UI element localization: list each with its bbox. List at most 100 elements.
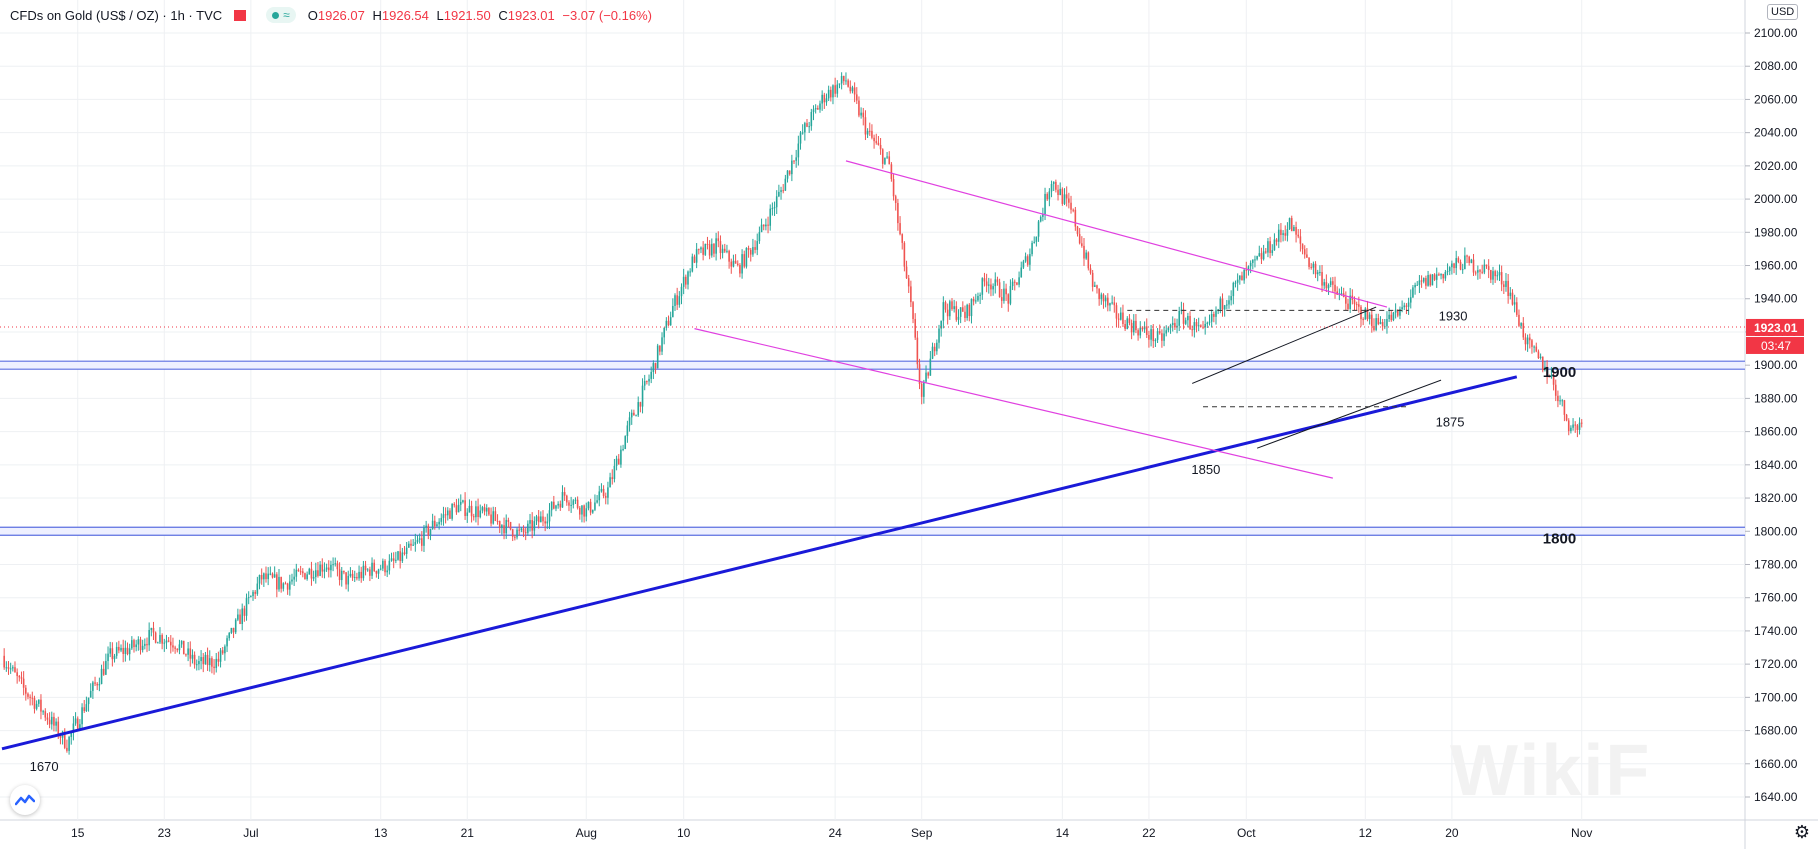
candle-body	[384, 560, 386, 573]
candle-body	[1104, 297, 1107, 302]
last-price-value: 1923.01	[1754, 321, 1798, 335]
candle-body	[1076, 226, 1079, 235]
candle-body	[146, 643, 148, 646]
candle-body	[180, 640, 183, 645]
candle-body	[245, 598, 248, 616]
candle-body	[1109, 303, 1111, 306]
candle-body	[252, 591, 254, 597]
candle-body	[1063, 194, 1066, 204]
candle-body	[373, 562, 376, 572]
candle-body	[488, 507, 490, 515]
candle-body	[1295, 226, 1297, 235]
candle-body	[390, 558, 393, 561]
settings-gear-icon[interactable]: ⚙	[1793, 822, 1810, 842]
candle-body	[1457, 258, 1460, 262]
candle-body	[940, 320, 942, 329]
candle-body	[232, 627, 235, 633]
candle-body	[557, 503, 559, 506]
candle-body	[1557, 395, 1559, 402]
candle-body	[16, 672, 18, 677]
candle-body	[379, 568, 382, 570]
candle-body	[927, 372, 929, 376]
candle-body	[1526, 337, 1529, 345]
candle-body	[858, 100, 860, 116]
candle-body	[1117, 318, 1120, 320]
candle-body	[369, 569, 371, 576]
trendline-channel-bottom	[694, 328, 1333, 479]
candle-body	[518, 529, 520, 531]
candle-body	[1215, 310, 1217, 317]
y-tick-label: 1800.00	[1754, 524, 1798, 538]
candle-body	[1037, 221, 1040, 237]
x-tick-label: 15	[71, 826, 85, 840]
candle-body	[723, 248, 726, 252]
candle-body	[1310, 266, 1313, 268]
candle-body	[860, 112, 862, 116]
candle-body	[1420, 280, 1423, 282]
market-status-pill[interactable]: ≈	[266, 7, 296, 23]
candle-body	[782, 190, 785, 192]
candle-body	[830, 89, 832, 98]
candle-body	[611, 477, 614, 480]
candle-body	[756, 241, 759, 250]
candle-body	[1072, 209, 1074, 211]
candle-body	[734, 260, 737, 264]
candle-body	[652, 363, 655, 372]
candle-body	[319, 564, 321, 576]
candle-body	[1364, 308, 1367, 320]
candle-body	[814, 107, 817, 110]
candle-body	[812, 109, 815, 112]
candle-body	[1371, 314, 1373, 326]
candle-body	[773, 207, 776, 209]
candle-body	[1089, 268, 1092, 273]
candle-body	[1433, 274, 1436, 280]
candle-body	[1277, 229, 1280, 242]
candle-body	[661, 337, 663, 352]
candle-body	[1554, 384, 1557, 396]
candle-body	[1299, 236, 1302, 244]
candle-body	[617, 458, 620, 465]
candle-body	[113, 655, 116, 660]
candle-body	[27, 693, 29, 697]
candle-body	[1280, 229, 1282, 235]
candle-body	[1128, 318, 1131, 323]
candle-body	[295, 569, 298, 577]
candle-body	[438, 521, 440, 525]
candle-body	[1438, 274, 1440, 276]
candle-body	[340, 570, 343, 581]
candle-body	[115, 646, 118, 656]
candle-body	[282, 583, 285, 589]
candle-body	[1394, 309, 1397, 313]
candle-body	[663, 327, 665, 338]
candle-body	[169, 641, 172, 646]
candle-body	[1531, 340, 1533, 347]
symbol-legend: CFDs on Gold (US$ / OZ) · 1h · TVC ≈ O19…	[10, 7, 656, 23]
wave-icon: ≈	[283, 8, 290, 22]
candle-body	[1509, 292, 1512, 296]
candle-body	[840, 76, 843, 84]
candle-body	[1282, 233, 1284, 235]
candle-body	[1206, 322, 1209, 324]
candle-body	[1059, 188, 1061, 195]
currency-button[interactable]: USD	[1767, 4, 1799, 20]
candle-body	[1061, 188, 1064, 204]
candle-body	[628, 417, 631, 426]
candle-body	[1392, 312, 1395, 321]
candle-body	[613, 465, 616, 480]
candle-body	[312, 577, 315, 579]
candle-body	[1000, 297, 1003, 301]
candle-body	[1048, 191, 1051, 200]
x-tick-label: 12	[1359, 826, 1373, 840]
candle-body	[916, 337, 919, 365]
candle-body	[745, 247, 748, 267]
candle-body	[704, 243, 707, 255]
candle-body	[585, 508, 588, 517]
symbol-title[interactable]: CFDs on Gold (US$ / OZ) · 1h · TVC	[10, 7, 223, 23]
candle-body	[304, 573, 306, 580]
candle-body	[1550, 375, 1553, 378]
tradingview-logo-icon[interactable]	[10, 785, 40, 815]
flag-icon[interactable]	[234, 9, 247, 21]
candle-body	[321, 564, 324, 572]
candle-body	[1574, 424, 1577, 426]
